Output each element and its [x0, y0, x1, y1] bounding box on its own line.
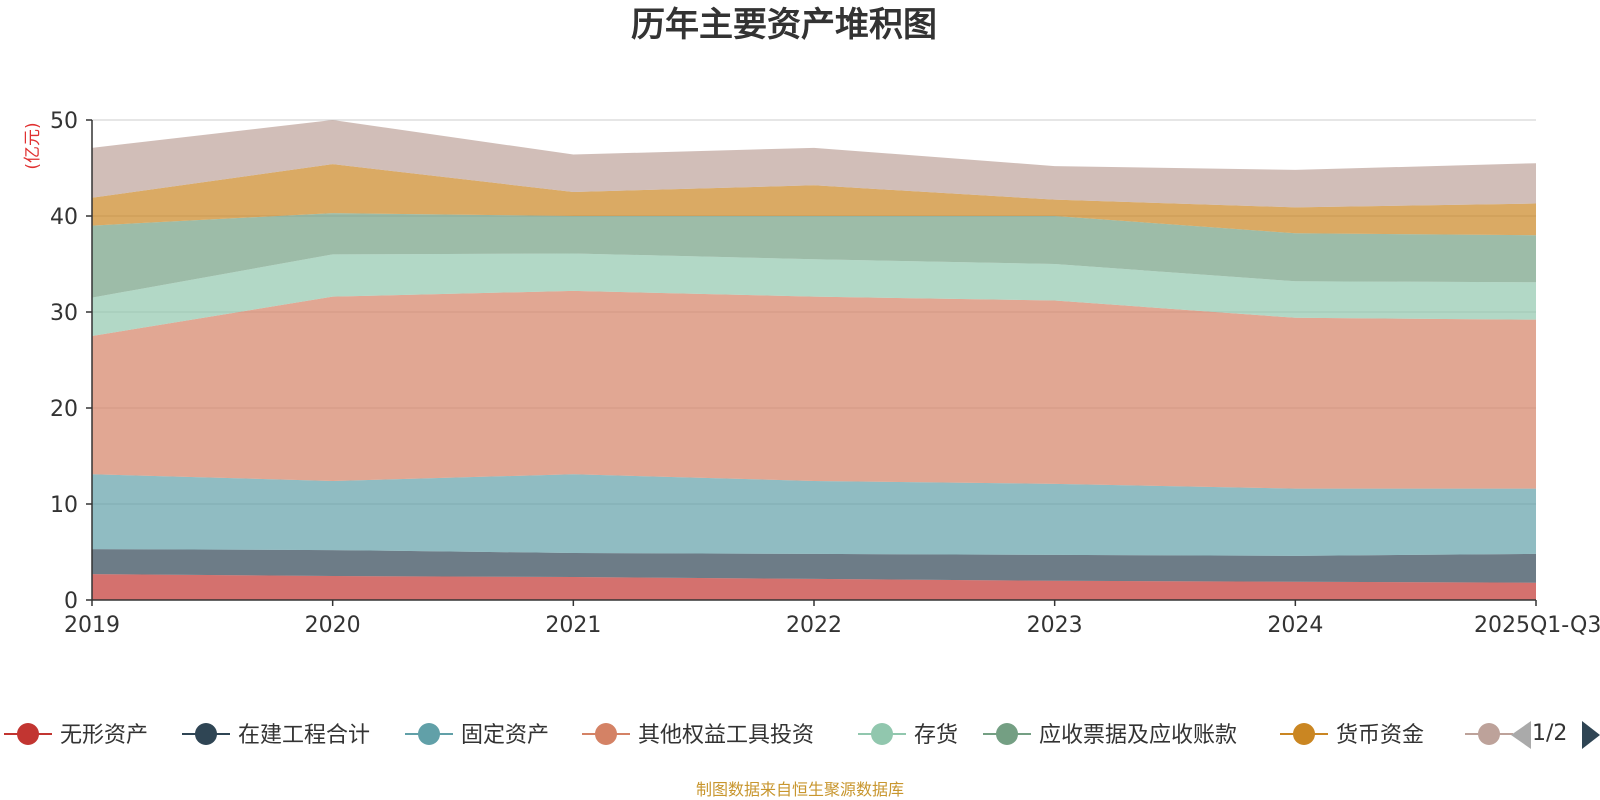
x-tick-label: 2024 [1267, 613, 1323, 638]
legend-label: 货币资金 [1336, 723, 1424, 748]
y-axis-unit-label: (亿元) [23, 122, 43, 169]
area-series-4 [92, 253, 1536, 336]
legend-prev-arrow-icon[interactable] [1511, 721, 1531, 749]
area-series-5 [92, 213, 1536, 298]
legend-marker-icon [1478, 723, 1500, 745]
legend-item-2[interactable]: 固定资产 [405, 723, 549, 748]
legend-page-indicator: 1/2 [1532, 721, 1567, 746]
legend-label: 无形资产 [60, 723, 148, 748]
y-tick-label: 20 [50, 397, 78, 422]
legend-item-7[interactable] [1465, 723, 1513, 745]
axes: 0 10 20 30 40 50 2019 2020 2021 2022 2023 2024 2025Q… [50, 109, 1600, 638]
area-series-0 [92, 574, 1536, 600]
legend-marker-icon [1293, 723, 1315, 745]
legend-label: 存货 [914, 723, 958, 748]
area-series-6 [92, 164, 1536, 236]
x-tick-label: 2022 [786, 613, 842, 638]
area-series-3 [92, 290, 1536, 489]
legend-item-1[interactable]: 在建工程合计 [182, 723, 370, 748]
x-tick-label: 2023 [1027, 613, 1083, 638]
legend-item-6[interactable]: 货币资金 [1280, 723, 1424, 748]
legend-item-5[interactable]: 应收票据及应收账款 [983, 723, 1237, 748]
legend-marker-icon [17, 723, 39, 745]
chart-title: 历年主要资产堆积图 [631, 5, 937, 45]
legend-item-0[interactable]: 无形资产 [4, 723, 148, 748]
legend-label: 在建工程合计 [238, 723, 370, 748]
area-series-1 [92, 549, 1536, 583]
legend: 无形资产 在建工程合计 固定资产 其他权益工具投资 存货 应收票据及应收账款 货币资金 [4, 723, 1513, 748]
y-tick-label: 30 [50, 301, 78, 326]
area-series-2 [92, 474, 1536, 556]
legend-label: 其他权益工具投资 [638, 723, 814, 748]
data-source-footer: 制图数据来自恒生聚源数据库 [696, 780, 904, 799]
stacked-areas [92, 120, 1536, 600]
legend-marker-icon [871, 723, 893, 745]
legend-item-3[interactable]: 其他权益工具投资 [582, 723, 814, 748]
x-tick-label: 2020 [305, 613, 361, 638]
x-tick-label: 2025Q1-Q3 [1474, 613, 1600, 638]
legend-pager: 1/2 [1511, 721, 1600, 749]
y-tick-label: 0 [64, 589, 78, 614]
area-series-7 [92, 120, 1536, 208]
legend-marker-icon [595, 723, 617, 745]
legend-next-arrow-icon[interactable] [1582, 721, 1600, 749]
y-tick-label: 10 [50, 493, 78, 518]
y-tick-label: 50 [50, 109, 78, 134]
legend-item-4[interactable]: 存货 [858, 723, 958, 748]
legend-marker-icon [195, 723, 217, 745]
legend-label: 应收票据及应收账款 [1039, 723, 1237, 748]
x-tick-label: 2019 [64, 613, 120, 638]
legend-marker-icon [996, 723, 1018, 745]
legend-label: 固定资产 [461, 723, 549, 748]
y-tick-label: 40 [50, 205, 78, 230]
legend-marker-icon [418, 723, 440, 745]
x-tick-label: 2021 [545, 613, 601, 638]
